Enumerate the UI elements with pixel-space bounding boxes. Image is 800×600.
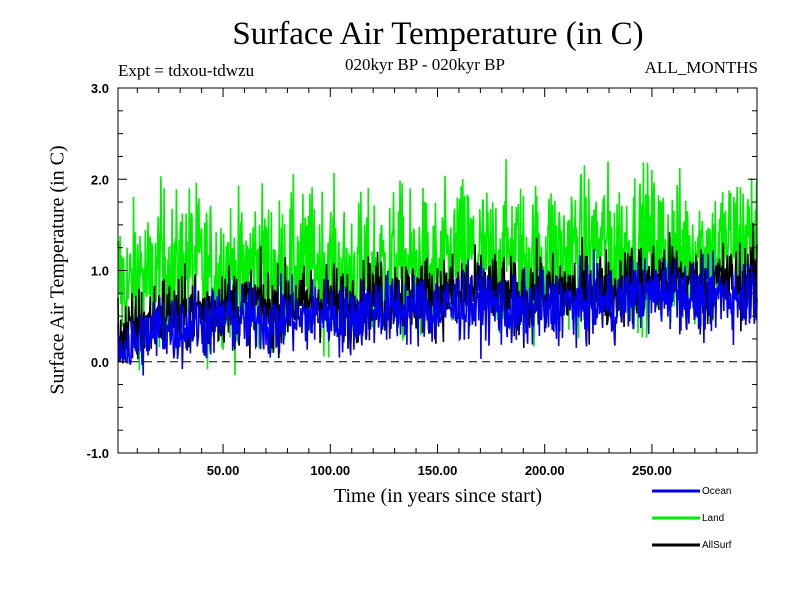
y-tick-label: -1.0 bbox=[87, 446, 109, 461]
axes-layer: -1.0 0.0 1.0 2.0 3.0 50.00 100.00 150.00 200.00 2… bbox=[87, 81, 757, 478]
series-line-ocean bbox=[117, 248, 758, 376]
experiment-label: Expt = tdxou-tdwzu bbox=[118, 61, 255, 80]
y-tick-label: 0.0 bbox=[91, 355, 109, 370]
x-tick-label: 250.00 bbox=[632, 463, 672, 478]
x-tick-label: 150.00 bbox=[418, 463, 458, 478]
legend-label-allsurf: AllSurf bbox=[702, 540, 732, 551]
x-tick-label: 50.00 bbox=[207, 463, 240, 478]
y-tick-label: 3.0 bbox=[91, 81, 109, 96]
legend: Ocean Land AllSurf bbox=[652, 486, 732, 551]
legend-label-land: Land bbox=[702, 513, 724, 524]
months-label: ALL_MONTHS bbox=[644, 58, 758, 77]
period-label: 020kyr BP - 020kyr BP bbox=[345, 55, 505, 74]
x-axis-title: Time (in years since start) bbox=[333, 485, 543, 507]
x-tick-label: 200.00 bbox=[525, 463, 565, 478]
x-tick-label: 100.00 bbox=[310, 463, 350, 478]
legend-label-ocean: Ocean bbox=[702, 486, 731, 497]
y-tick-label: 2.0 bbox=[91, 172, 109, 187]
chart-title: Surface Air Temperature (in C) bbox=[232, 16, 644, 52]
series-layer bbox=[117, 159, 758, 376]
y-tick-label: 1.0 bbox=[91, 264, 109, 279]
